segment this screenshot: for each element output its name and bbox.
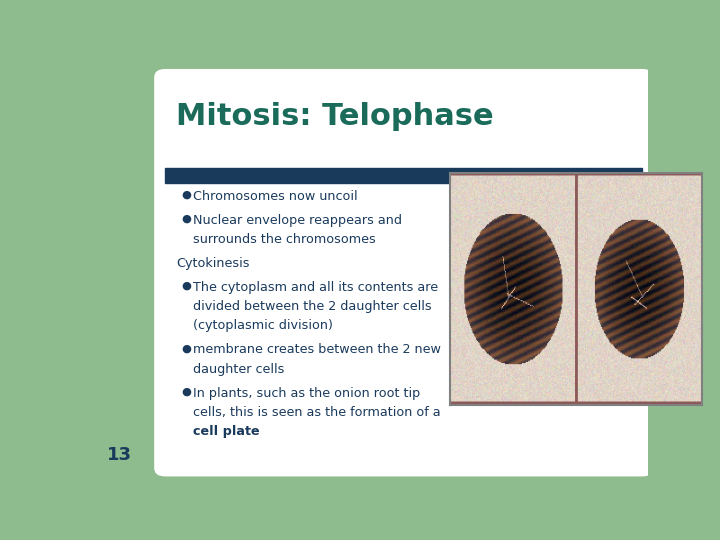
Text: ●: ● (181, 387, 191, 396)
Text: membrane creates between the 2 new: membrane creates between the 2 new (193, 343, 441, 356)
Text: ●: ● (181, 281, 191, 291)
Text: surrounds the chromosomes: surrounds the chromosomes (193, 233, 376, 246)
Text: (cytoplasmic division): (cytoplasmic division) (193, 319, 333, 332)
Text: Mitosis: Telophase: Mitosis: Telophase (176, 102, 494, 131)
FancyBboxPatch shape (154, 69, 654, 476)
Text: 13: 13 (107, 446, 132, 464)
Text: The cytoplasm and all its contents are: The cytoplasm and all its contents are (193, 281, 438, 294)
Text: Chromosomes now uncoil: Chromosomes now uncoil (193, 190, 358, 202)
Text: cell plate: cell plate (193, 425, 260, 438)
Text: ●: ● (181, 190, 191, 200)
Text: Cytokinesis: Cytokinesis (176, 257, 250, 270)
Text: Nuclear envelope reappears and: Nuclear envelope reappears and (193, 214, 402, 227)
Text: ●: ● (181, 214, 191, 224)
Text: cells, this is seen as the formation of a: cells, this is seen as the formation of … (193, 406, 441, 419)
Text: daughter cells: daughter cells (193, 362, 284, 375)
Text: divided between the 2 daughter cells: divided between the 2 daughter cells (193, 300, 432, 313)
Text: ●: ● (181, 343, 191, 353)
Bar (166, 167, 642, 183)
Text: In plants, such as the onion root tip: In plants, such as the onion root tip (193, 387, 420, 400)
